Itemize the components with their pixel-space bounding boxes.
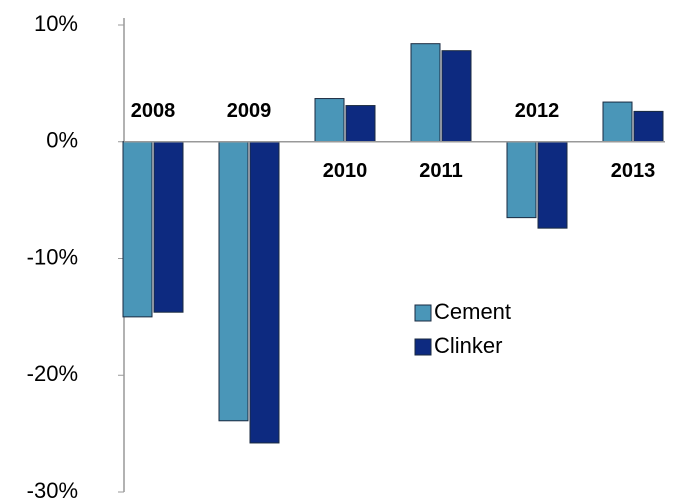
legend-swatch [414,338,432,356]
x-tick-label: 2009 [227,100,272,122]
bar [410,43,441,143]
legend-label: Clinker [434,333,502,358]
bar [633,110,664,143]
bar [122,141,153,318]
y-tick-label: -20% [27,361,78,386]
bar [153,141,184,313]
legend-label: Cement [434,299,511,324]
y-tick-label: 0% [46,128,78,153]
bar [602,101,633,143]
x-tick-label: 2011 [419,160,462,182]
bar [345,105,376,143]
y-tick-label: -10% [27,244,78,269]
x-tick-label: 2013 [611,160,656,182]
y-tick-label: -30% [27,478,78,502]
x-tick-label: 2012 [515,100,560,122]
bar [218,141,249,422]
bar [537,141,568,229]
bar [506,141,537,219]
x-tick-label: 2008 [131,100,176,122]
y-tick-label: 10% [34,11,78,36]
legend-swatch [414,304,432,322]
bar [314,98,345,143]
bar [441,50,472,143]
x-tick-label: 2010 [323,160,368,182]
bar [249,141,280,444]
